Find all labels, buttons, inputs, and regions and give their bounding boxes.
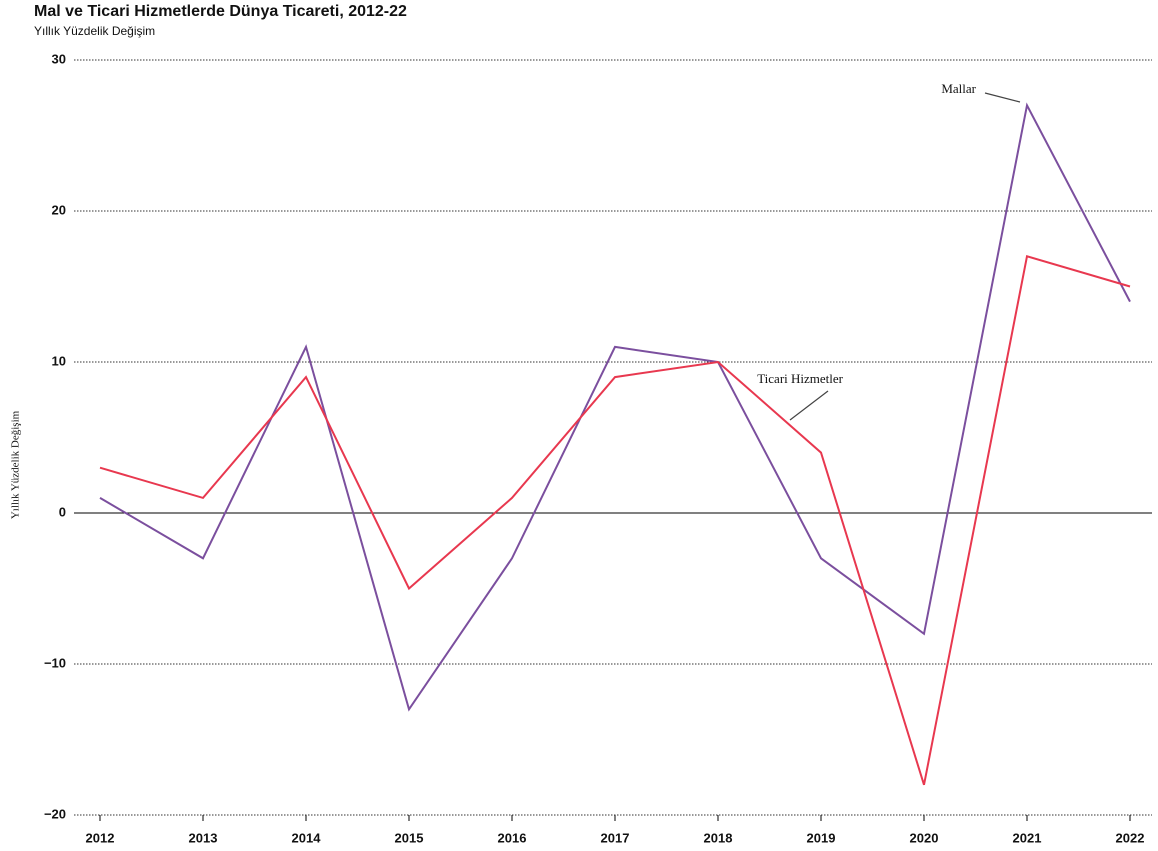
y-tick-label: 10 [52, 353, 66, 368]
y-tick-label: 20 [52, 202, 66, 217]
x-tick-label: 2016 [498, 830, 527, 845]
y-tick-label: −10 [44, 655, 66, 670]
y-tick-label: −20 [44, 806, 66, 821]
x-tick-label: 2022 [1116, 830, 1145, 845]
x-tick-label: 2020 [910, 830, 939, 845]
series-annotation: Ticari Hizmetler [757, 371, 843, 386]
chart-title: Mal ve Ticari Hizmetlerde Dünya Ticareti… [34, 3, 407, 20]
x-tick-label: 2012 [86, 830, 115, 845]
x-tick-label: 2021 [1013, 830, 1042, 845]
chart-subtitle: Yıllık Yüzdelik Değişim [34, 24, 155, 38]
x-tick-label: 2015 [395, 830, 424, 845]
series-line [99, 102, 1131, 712]
y-tick-label: 30 [52, 51, 66, 66]
x-tick-label: 2017 [601, 830, 630, 845]
x-tick-label: 2013 [189, 830, 218, 845]
y-tick-label: 0 [59, 504, 66, 519]
series-annotation: Mallar [941, 81, 976, 96]
y-axis-label: Yıllık Yüzdelik Değişim [10, 410, 22, 519]
x-tick-label: 2018 [704, 830, 733, 845]
annotation-leader [789, 390, 829, 421]
annotation-leader [984, 92, 1021, 103]
series-line [99, 255, 1131, 786]
x-tick-label: 2014 [292, 830, 322, 845]
x-tick-label: 2019 [807, 830, 836, 845]
